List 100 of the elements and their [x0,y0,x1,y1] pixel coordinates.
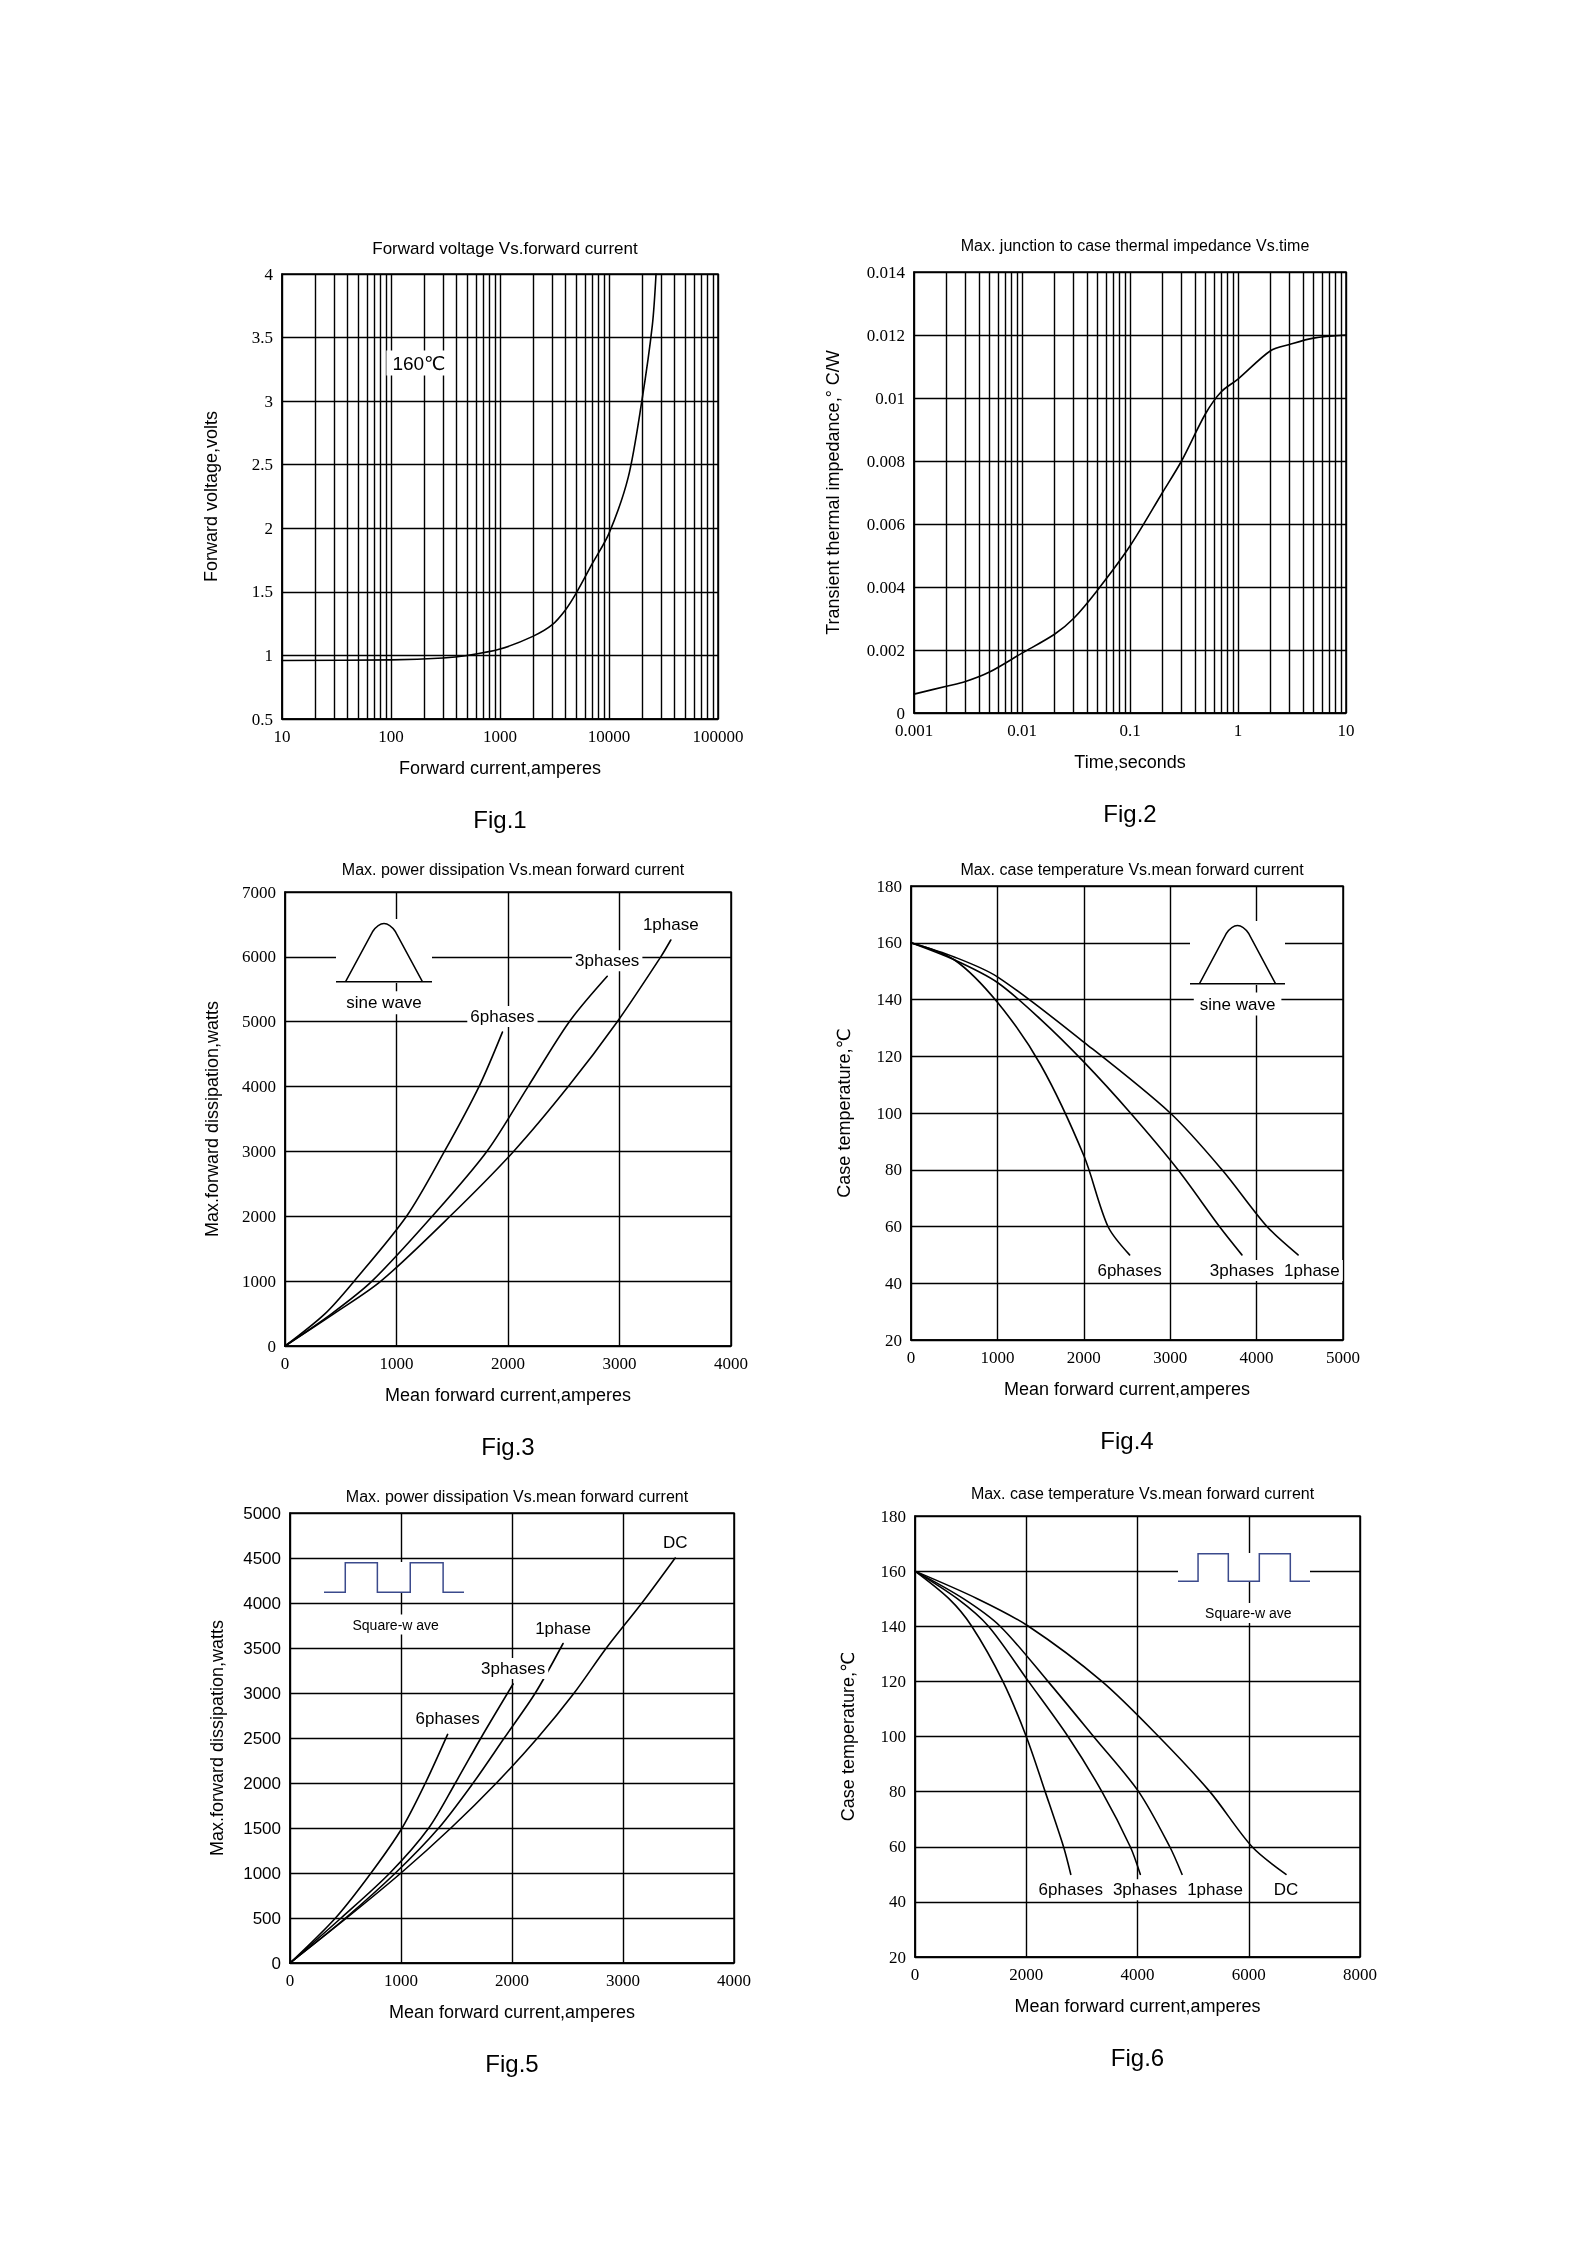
y-tick-label: 0.002 [866,640,905,660]
y-tick-label: 4000 [243,1593,281,1613]
x-tick-label: 10 [273,727,291,746]
y-tick-label: 7000 [242,882,276,902]
y-tick-label: 1500 [243,1818,281,1838]
x-tick-label: 3000 [606,1971,640,1990]
series-label: DC [662,1533,688,1552]
y-axis-title: Forward voltage,volts [201,410,221,583]
y-tick-label: 0.012 [866,325,905,345]
x-axis-title: Forward current,amperes [398,758,602,778]
x-tick-label: 1000 [384,1971,418,1990]
x-tick-label: 0.01 [1007,721,1037,740]
x-tick-label: 3000 [1153,1348,1188,1367]
caption: Fig.1 [473,805,527,833]
y-tick-label: 80 [889,1782,906,1802]
series-label: 1phase [535,1618,591,1638]
annotation: 160℃ [392,352,446,374]
y-tick-label: 0.006 [866,514,905,534]
y-tick-label: 60 [889,1837,906,1857]
y-tick-label: 4 [264,264,274,284]
y-tick-label: 180 [880,1506,906,1526]
y-tick-label: 140 [880,1616,906,1636]
y-tick-label: 1000 [243,1863,281,1883]
x-axis-title: Mean forward current,amperes [384,1385,632,1405]
y-tick-label: 3 [264,391,273,411]
x-axis-title: Time,seconds [1074,752,1186,772]
x-tick-label: 0.001 [894,721,934,740]
x-tick-label: 100000 [692,727,744,746]
caption: Fig.6 [1110,2043,1165,2071]
x-tick-label: 100 [378,727,404,746]
y-tick-label: 0.5 [251,709,273,729]
y-tick-label: 4500 [243,1548,281,1568]
y-tick-label: 0.01 [875,388,905,408]
y-axis-title: Max.forward dissipation,watts [202,1000,222,1238]
series-label: 1phase [642,914,699,934]
caption: Fig.4 [1100,1426,1154,1454]
series-label: 3phases [575,951,640,971]
y-axis-title: Case temperature,℃ [834,1028,854,1198]
y-tick-label: 5000 [243,1503,281,1523]
x-tick-label: 2000 [491,1354,525,1373]
x-tick-label: 2000 [495,1971,529,1990]
x-tick-label: 4000 [714,1354,748,1373]
x-tick-label: 0 [910,1965,920,1984]
x-tick-label: 10 [1337,721,1355,740]
y-axis-title: Case temperature,℃ [838,1651,858,1822]
y-axis-title: Transient thermal impedance,° C/W [823,350,843,635]
y-tick-label: 0 [896,703,905,723]
series-label: 6phases [470,1007,535,1027]
y-tick-label: 1 [264,645,273,665]
y-tick-label: 140 [876,990,902,1009]
x-tick-label: 4000 [1239,1348,1274,1367]
x-tick-label: 4000 [1120,1965,1155,1984]
y-tick-label: 2 [264,518,273,538]
x-tick-label: 1000 [379,1354,414,1373]
x-tick-label: 4000 [717,1971,751,1990]
series-label: 6phases [415,1709,480,1729]
chart-title: Forward voltage Vs.forward current [372,238,639,258]
series-label: 6phases [1038,1880,1103,1900]
y-tick-label: 4000 [242,1077,276,1097]
x-tick-label: 2000 [1066,1348,1101,1367]
y-tick-label: 120 [876,1046,902,1066]
y-tick-label: 20 [885,1330,902,1350]
annotation: sine wave [1199,994,1276,1014]
y-tick-label: 100 [876,1103,902,1123]
y-tick-label: 2000 [242,1206,276,1226]
y-tick-label: 120 [880,1671,906,1691]
x-axis-title: Mean forward current,amperes [388,2002,636,2022]
x-tick-label: 6000 [1231,1965,1266,1984]
caption: Fig.3 [481,1432,535,1460]
x-tick-label: 5000 [1326,1348,1360,1367]
y-tick-label: 40 [885,1273,902,1293]
y-tick-label: 20 [889,1947,906,1967]
annotation: Square-w ave [1205,1605,1292,1622]
y-tick-label: 2.5 [251,455,273,475]
x-tick-label: 10000 [587,727,631,746]
y-tick-label: 1.5 [251,582,273,602]
y-tick-label: 0.008 [866,451,905,471]
chart-title: Max. power dissipation Vs.mean forward current [345,1487,689,1505]
y-tick-label: 0.004 [866,577,906,597]
y-tick-label: 500 [252,1908,281,1928]
y-tick-label: 2000 [243,1773,281,1793]
x-tick-label: 1000 [483,727,517,746]
series-label: 3phases [1209,1260,1275,1280]
y-tick-label: 40 [889,1892,906,1912]
y-tick-label: 6000 [242,947,276,967]
annotation: Square-w ave [352,1616,440,1633]
chart-title: Max. case temperature Vs.mean forward current [960,860,1305,878]
caption: Fig.5 [485,2049,539,2077]
y-tick-label: 3.5 [251,328,273,348]
y-tick-label: 80 [885,1160,902,1180]
y-tick-label: 2500 [243,1728,281,1748]
y-tick-label: 3000 [243,1683,281,1703]
x-tick-label: 1 [1233,721,1243,740]
x-tick-label: 1000 [980,1348,1015,1367]
x-tick-label: 3000 [602,1354,637,1373]
x-tick-label: 2000 [1009,1965,1044,1984]
caption: Fig.2 [1103,799,1157,827]
y-tick-label: 180 [876,876,902,896]
y-tick-label: 0.014 [866,262,906,282]
chart-title: Max. junction to case thermal impedance Vs.time [960,236,1310,254]
